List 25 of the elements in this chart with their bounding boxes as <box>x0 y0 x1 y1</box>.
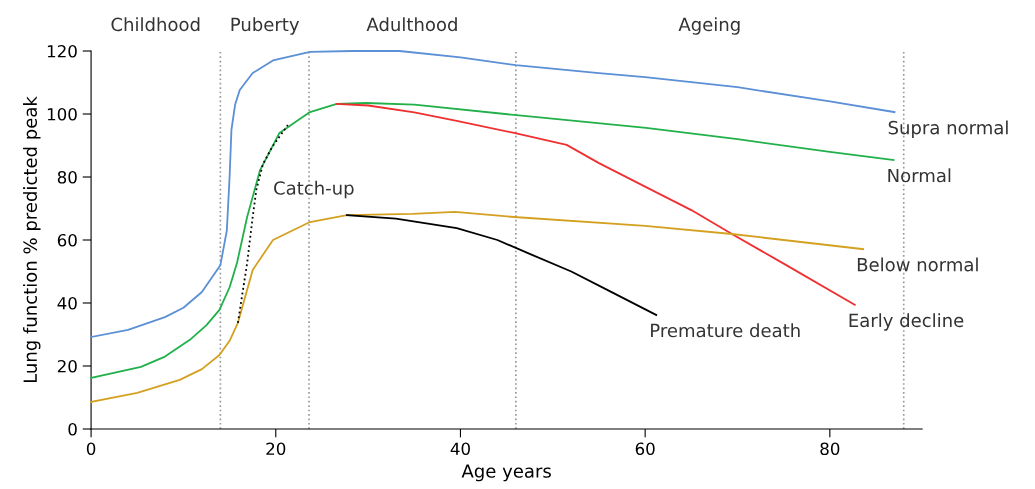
x-tick-label: 60 <box>635 442 655 456</box>
y-tick-label: 100 <box>47 107 77 121</box>
y-tick-label: 20 <box>57 359 77 373</box>
text: Ageing <box>678 17 740 35</box>
series-label: Catch-up <box>274 180 354 199</box>
series-label: Early decline <box>849 313 964 331</box>
y-axis-title: Lung function % predicted peak <box>23 96 41 383</box>
series-label: Premature death <box>651 323 800 338</box>
y-tick-label: 0 <box>68 422 77 436</box>
text: Childhood <box>111 17 200 32</box>
series-label: Normal <box>888 168 951 183</box>
text: Puberty <box>231 17 300 35</box>
x-tick-label: 40 <box>450 442 470 456</box>
y-tick-label: 40 <box>57 296 77 310</box>
line-series <box>345 214 658 316</box>
series-label: Supra normal <box>888 120 1008 138</box>
y-tick-label: 80 <box>57 170 77 184</box>
x-axis-title: Age years <box>461 464 551 482</box>
x-tick-label: 80 <box>820 442 840 456</box>
y-tick-label: 120 <box>47 44 77 58</box>
series-label: Below normal <box>857 257 978 272</box>
y-tick-label: 60 <box>57 233 77 247</box>
x-tick-label: 20 <box>266 442 286 456</box>
x-tick-label: 0 <box>86 442 96 456</box>
text: Adulthood <box>366 17 457 32</box>
